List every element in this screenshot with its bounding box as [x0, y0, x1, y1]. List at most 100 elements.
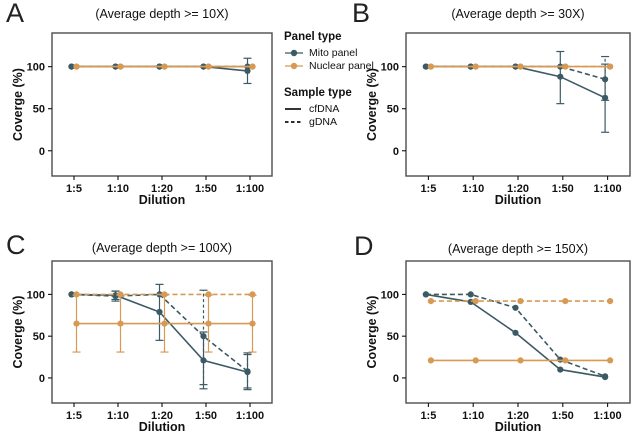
x-axis-title: Dilution: [494, 193, 542, 207]
x-tick-label: 1:20: [151, 183, 173, 195]
data-point: [422, 291, 429, 298]
plot-border: [51, 260, 273, 404]
data-point: [607, 357, 614, 364]
x-tick-label: 1:10: [107, 183, 129, 195]
series-mito-cfDNA: [68, 57, 252, 85]
x-tick-label: 1:100: [594, 183, 622, 195]
y-tick-label: 100: [381, 289, 399, 301]
x-axis-title: Dilution: [138, 193, 186, 207]
data-point: [472, 298, 479, 305]
panel-c-label: C: [6, 230, 26, 260]
data-point: [205, 320, 212, 327]
legend-item-label: gDNA: [309, 115, 338, 128]
series-nuclear-gDNA: [73, 291, 256, 298]
y-tick-label: 0: [393, 146, 399, 158]
data-point: [602, 374, 609, 381]
panel-b-title: (Average depth >= 30X): [451, 7, 585, 21]
x-tick-label: 1:100: [236, 410, 264, 422]
y-tick-label: 50: [387, 331, 399, 343]
panel-a: A (Average depth >= 10X) Coverge (%) 0 50…: [0, 0, 320, 220]
plot-area: 0 50 100 1:5 1:10 1:20 1:50 1:100: [27, 260, 273, 422]
data-point: [517, 63, 524, 70]
x-tick-label: 1:50: [552, 183, 574, 195]
panel-d-title: (Average depth >= 150X): [447, 242, 589, 256]
legend-item-mito-panel: Mito panel: [284, 46, 374, 59]
plot-border: [51, 32, 273, 177]
data-point: [117, 63, 124, 70]
y-tick-label: 100: [27, 289, 45, 301]
legend-item-nuclear-panel: Nuclear panel: [284, 59, 374, 72]
data-point: [427, 298, 434, 305]
legend-sample-type-title: Sample type: [284, 87, 352, 99]
x-axis: 1:5 1:10 1:20 1:50 1:100: [420, 176, 622, 195]
data-point: [244, 369, 251, 376]
x-tick-label: 1:5: [420, 183, 436, 195]
data-point: [607, 63, 614, 70]
y-tick-label: 50: [387, 104, 399, 116]
data-point: [557, 366, 564, 373]
x-tick-label: 1:20: [507, 183, 529, 195]
data-point: [161, 291, 168, 298]
y-tick-label: 0: [39, 373, 45, 385]
plot-area: 0 50 100 1:5 1:10 1:20 1:50 1:100: [27, 32, 273, 195]
x-tick-label: 1:10: [107, 410, 129, 422]
series-nuclear-cfDNA: [72, 294, 257, 353]
data-point: [249, 63, 256, 70]
y-tick-label: 0: [393, 373, 399, 385]
series-mito-cfDNA: [422, 291, 609, 381]
x-axis-title: Dilution: [494, 420, 542, 434]
data-point: [562, 63, 569, 70]
legend-item-label: cfDNA: [309, 102, 340, 115]
panel-b-label: B: [352, 0, 371, 28]
y-tick-label: 50: [33, 331, 45, 343]
data-point: [68, 291, 75, 298]
x-axis: 1:5 1:10 1:20 1:50 1:100: [66, 403, 264, 422]
legend: Panel type Mito panel Nuclear panel Samp…: [284, 31, 374, 128]
data-point: [607, 298, 614, 305]
x-tick-label: 1:100: [594, 410, 622, 422]
x-tick-label: 1:50: [552, 410, 574, 422]
data-point: [517, 298, 524, 305]
legend-item-cfdna: cfDNA: [284, 102, 374, 115]
legend-panel-type: Panel type Mito panel Nuclear panel: [284, 31, 374, 72]
data-point: [73, 291, 80, 298]
data-point: [73, 320, 80, 327]
panel-a-title: (Average depth >= 10X): [95, 7, 229, 21]
x-tick-label: 1:50: [195, 410, 217, 422]
x-tick-label: 1:20: [151, 410, 173, 422]
data-point: [512, 304, 519, 311]
plot-area: 0 50 100 1:5 1:10 1:20 1:50 1:100: [381, 260, 631, 422]
mito-panel-glyph-icon: [285, 49, 303, 56]
data-point: [117, 320, 124, 327]
y-tick-label: 50: [33, 104, 45, 116]
x-tick-label: 1:10: [462, 183, 484, 195]
y-tick-label: 100: [381, 62, 399, 74]
y-tick-label: 0: [39, 146, 45, 158]
data-point: [467, 291, 474, 298]
series-nuclear-gDNA: [427, 298, 614, 305]
legend-sample-type: Sample type cfDNA gDNA: [284, 87, 374, 128]
x-axis: 1:5 1:10 1:20 1:50 1:100: [66, 176, 264, 195]
data-point: [472, 63, 479, 70]
x-axis: 1:5 1:10 1:20 1:50 1:100: [420, 403, 622, 422]
series-nuclear-cfDNA: [73, 63, 256, 70]
plot-area: 0 50 100 1:5 1:10 1:20 1:50 1:100: [381, 32, 631, 195]
y-axis: 0 50 100: [27, 62, 52, 158]
legend-item-label: Nuclear panel: [309, 59, 374, 72]
gdna-line-glyph-icon: [285, 120, 301, 123]
series-mito-cfDNA: [68, 283, 252, 391]
x-tick-label: 1:20: [507, 410, 529, 422]
data-point: [517, 357, 524, 364]
y-axis: 0 50 100: [381, 289, 406, 385]
data-point: [244, 67, 251, 74]
panel-d-label: D: [354, 231, 374, 261]
data-point: [161, 320, 168, 327]
series-nuclear-cfDNA: [427, 63, 614, 70]
panel-b: B (Average depth >= 30X) Coverge (%) 0 50…: [320, 0, 639, 220]
data-point: [249, 320, 256, 327]
data-point: [156, 308, 163, 316]
data-point: [602, 94, 609, 101]
x-tick-label: 1:100: [236, 183, 264, 195]
x-tick-label: 1:10: [462, 410, 484, 422]
